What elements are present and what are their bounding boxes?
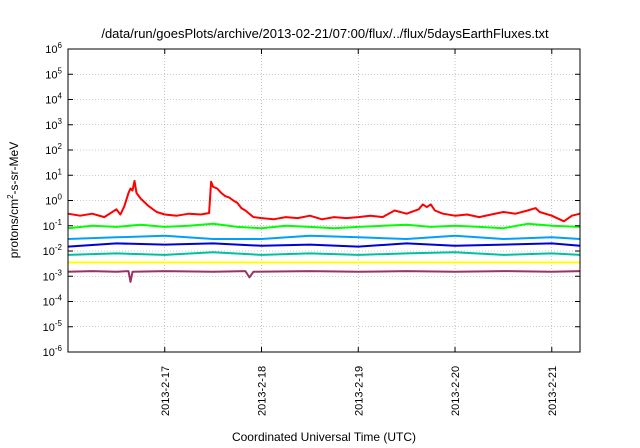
y-tick-label: 10-6 bbox=[43, 344, 63, 359]
y-tick-base: 10 bbox=[43, 297, 55, 309]
y-tick-exponent: -2 bbox=[55, 243, 63, 252]
y-tick-base: 10 bbox=[45, 145, 57, 157]
y-tick-base: 10 bbox=[45, 120, 57, 132]
y-tick-base: 10 bbox=[43, 271, 55, 283]
y-tick-exponent: 1 bbox=[58, 167, 63, 176]
series-line-7 bbox=[67, 270, 581, 283]
y-tick-exponent: 3 bbox=[58, 117, 63, 126]
y-tick-base: 10 bbox=[43, 246, 55, 258]
y-tick-exponent: 0 bbox=[58, 193, 63, 202]
y-tick-exponent: -1 bbox=[55, 218, 63, 227]
y-tick-label: 103 bbox=[45, 117, 62, 132]
y-tick-label: 101 bbox=[45, 167, 62, 182]
y-tick-base: 10 bbox=[45, 170, 57, 182]
y-tick-base: 10 bbox=[45, 69, 57, 81]
x-axis-label: Coordinated Universal Time (UTC) bbox=[232, 430, 416, 444]
y-tick-label: 102 bbox=[45, 142, 62, 157]
y-tick-exponent: 6 bbox=[58, 41, 63, 50]
series-line-2 bbox=[67, 222, 581, 230]
y-tick-label: 106 bbox=[45, 41, 62, 56]
y-axis-label-post: -s-sr-MeV bbox=[7, 142, 21, 195]
chart-title: /data/run/goesPlots/archive/2013-02-21/0… bbox=[101, 26, 549, 41]
y-tick-label: 105 bbox=[45, 66, 62, 81]
x-tick-label: 2013-2-20 bbox=[450, 366, 462, 416]
y-axis-label-sup: 2 bbox=[6, 194, 15, 199]
y-tick-label: 10-2 bbox=[43, 243, 63, 258]
y-tick-exponent: 5 bbox=[58, 66, 63, 75]
y-tick-exponent: 2 bbox=[58, 142, 63, 151]
y-tick-base: 10 bbox=[45, 196, 57, 208]
y-tick-label: 10-5 bbox=[43, 319, 63, 334]
series-line-1 bbox=[67, 179, 581, 223]
x-axis: 2013-2-17 2013-2-18 2013-2-19 2013-2-20 2013… bbox=[160, 49, 559, 416]
series-line-4 bbox=[67, 242, 581, 248]
y-tick-base: 10 bbox=[43, 221, 55, 233]
y-tick-exponent: -5 bbox=[55, 319, 63, 328]
x-tick-label: 2013-2-19 bbox=[353, 366, 365, 416]
series-line-5 bbox=[67, 251, 581, 256]
series-line-3 bbox=[67, 234, 581, 240]
y-tick-base: 10 bbox=[43, 322, 55, 334]
y-tick-base: 10 bbox=[45, 44, 57, 56]
series-group bbox=[67, 179, 581, 283]
y-tick-label: 104 bbox=[45, 92, 62, 107]
y-tick-label: 10-4 bbox=[43, 294, 63, 309]
x-tick-label: 2013-2-17 bbox=[160, 366, 172, 416]
y-tick-label: 10-1 bbox=[43, 218, 63, 233]
x-tick-label: 2013-2-21 bbox=[547, 366, 559, 416]
y-axis-label-pre: protons/cm bbox=[7, 199, 21, 258]
y-tick-label: 10-3 bbox=[43, 268, 63, 283]
y-tick-exponent: -6 bbox=[55, 344, 63, 353]
y-axis-label: protons/cm2-s-sr-MeV bbox=[6, 142, 21, 258]
y-tick-exponent: 4 bbox=[58, 92, 63, 101]
y-tick-base: 10 bbox=[43, 347, 55, 359]
y-axis: 10-610-510-410-310-210-11001011021031041… bbox=[43, 41, 580, 359]
y-tick-base: 10 bbox=[45, 95, 57, 107]
y-tick-exponent: -3 bbox=[55, 268, 63, 277]
x-tick-label: 2013-2-18 bbox=[257, 366, 269, 416]
y-tick-label: 100 bbox=[45, 193, 62, 208]
grid-lines bbox=[68, 48, 580, 353]
y-tick-exponent: -4 bbox=[55, 294, 63, 303]
